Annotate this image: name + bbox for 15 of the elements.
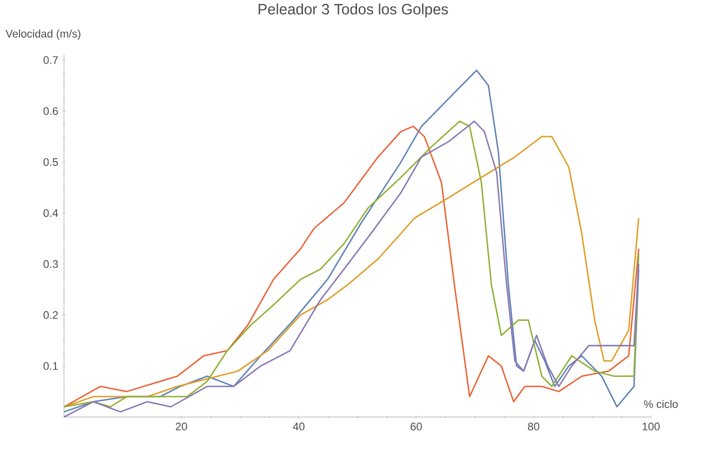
chart-title: Peleador 3 Todos los Golpes (258, 4, 448, 18)
y-tick-label: 0.4 (44, 209, 58, 217)
y-tick-label: 0.2 (44, 311, 58, 319)
x-tick-label: 100 (642, 422, 660, 430)
y-tick-label: 0.7 (44, 56, 58, 64)
x-tick-label: 80 (528, 422, 540, 430)
x-tick-label: 60 (410, 422, 422, 430)
x-tick-label: 20 (176, 422, 188, 430)
y-tick-label: 0.6 (44, 107, 58, 115)
y-axis-title: Velocidad (m/s) (6, 30, 80, 40)
y-tick-label: 0.3 (44, 260, 58, 268)
y-tick-label: 0.1 (44, 362, 58, 370)
y-tick-label: 0.5 (44, 158, 58, 166)
x-tick-label: 40 (292, 422, 304, 430)
x-axis-title: % ciclo (644, 400, 678, 408)
